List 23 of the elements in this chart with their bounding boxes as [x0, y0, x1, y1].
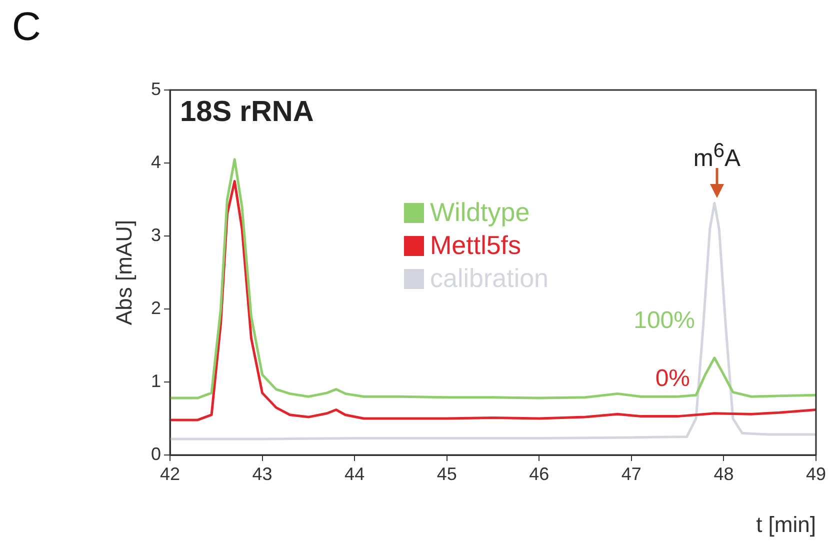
chart-title: 18S rRNA — [180, 96, 314, 129]
x-tick-label: 47 — [621, 464, 642, 484]
annotation: 100% — [634, 306, 695, 336]
text: C — [12, 5, 41, 49]
x-tick-label: 42 — [160, 464, 180, 484]
y-tick-label: 3 — [150, 224, 161, 245]
annotation: 0% — [655, 364, 690, 394]
x-tick-label: 45 — [436, 464, 457, 484]
x-tick-label: 44 — [344, 464, 365, 484]
x-axis-title: t [min] — [756, 512, 816, 537]
y-tick-label: 1 — [150, 370, 161, 391]
y-tick-label: 0 — [150, 444, 161, 464]
legend-label: Wildtype — [430, 197, 530, 228]
x-tick-label: 49 — [806, 464, 826, 484]
y-axis-title: Abs [mAU] — [111, 220, 136, 326]
legend-label: Mettl5fs — [430, 230, 522, 261]
x-tick-label: 43 — [252, 464, 272, 484]
x-tick-label: 46 — [529, 464, 550, 484]
x-tick-label: 48 — [714, 464, 734, 484]
y-tick-label: 2 — [150, 298, 161, 318]
y-tick-label: 5 — [150, 78, 161, 99]
y-tick-label: 4 — [150, 152, 161, 172]
annotation: m$^{6}$A — [693, 139, 741, 174]
